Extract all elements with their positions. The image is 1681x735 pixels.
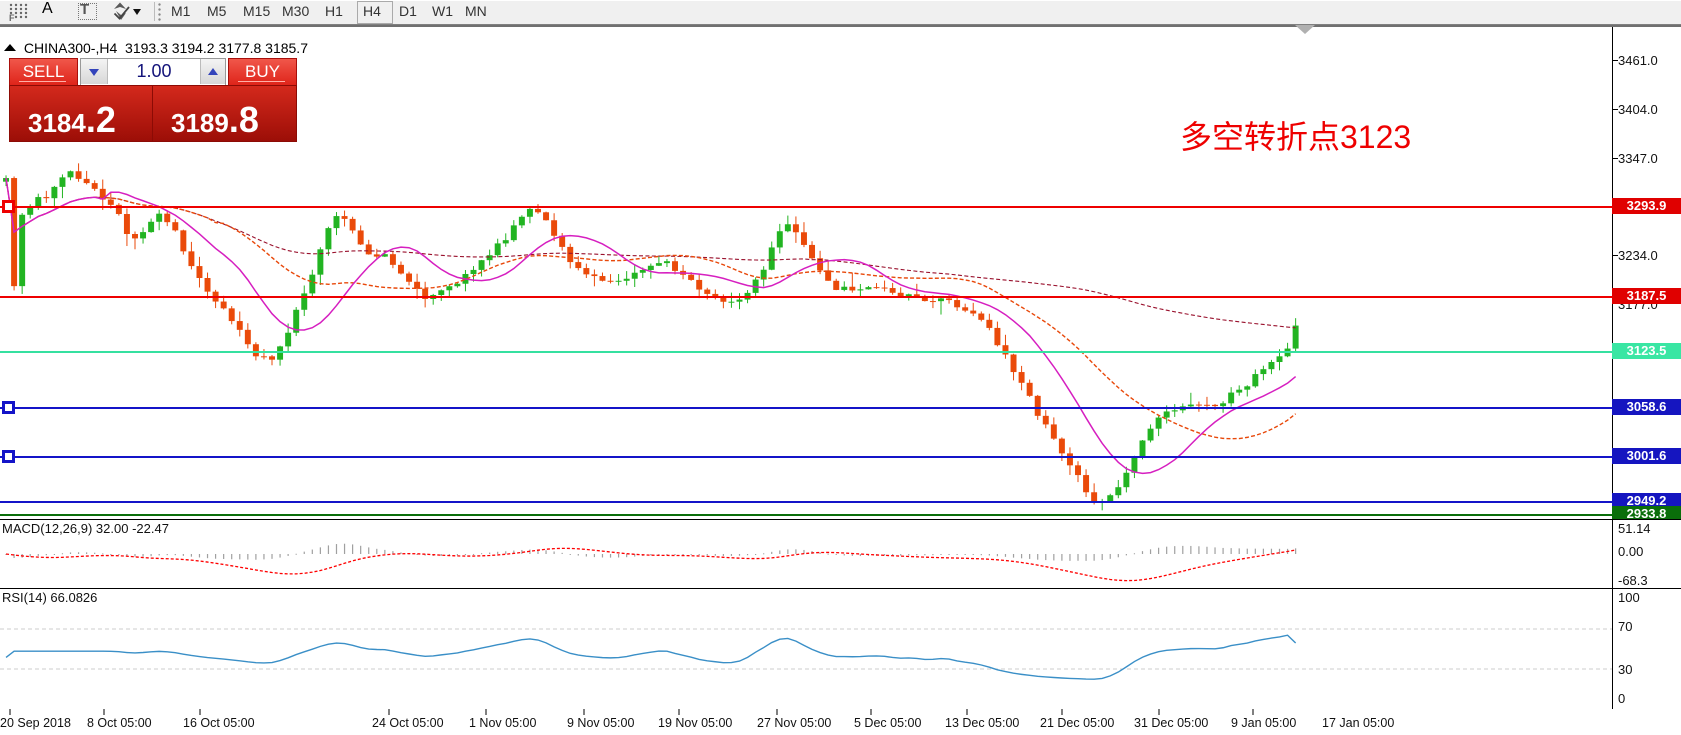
svg-text:F: F [9, 13, 15, 23]
